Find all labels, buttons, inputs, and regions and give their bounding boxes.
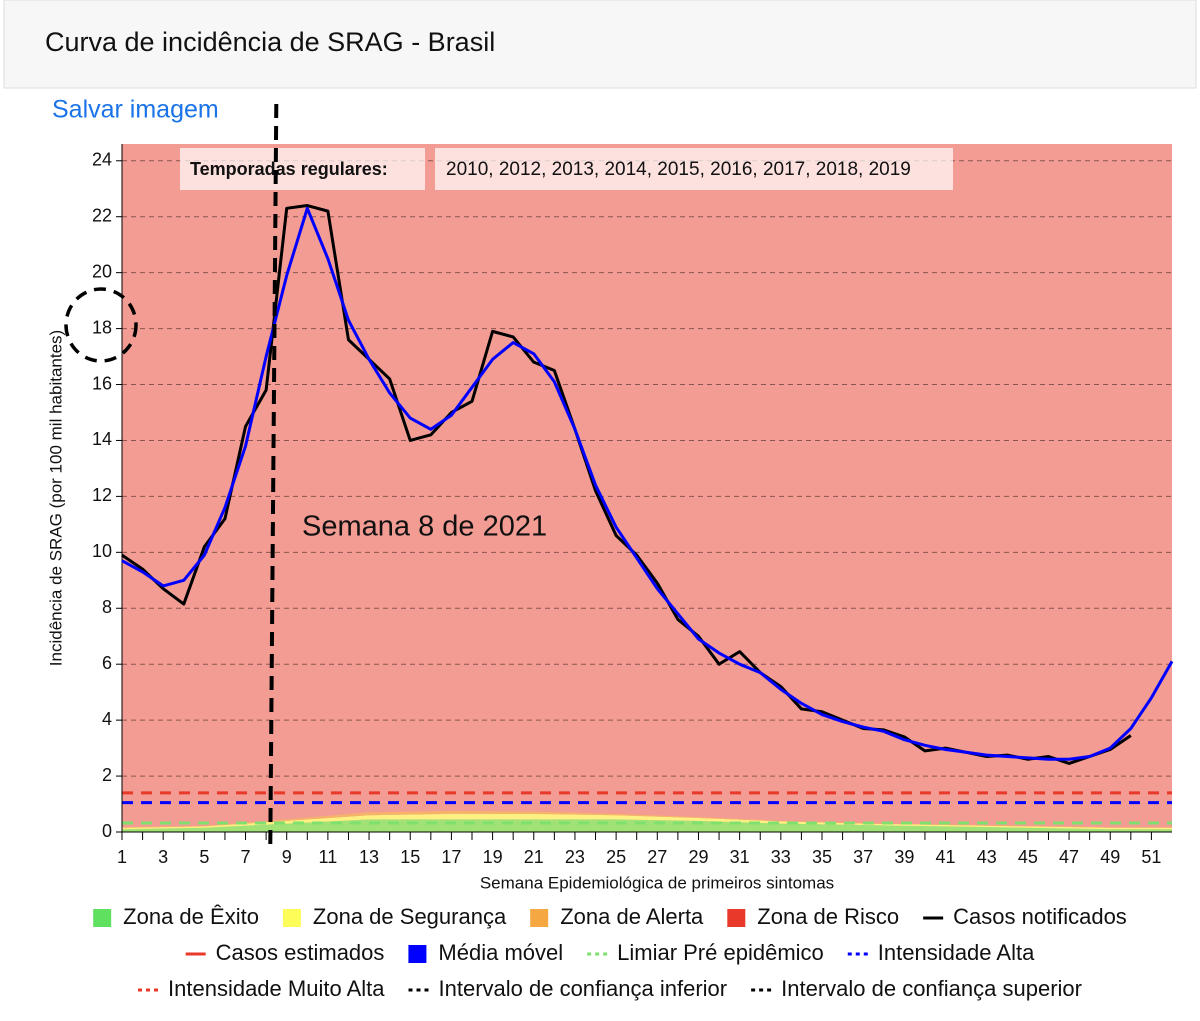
- legend-item: Zona de Êxito: [93, 904, 259, 929]
- x-tick-label: 19: [483, 847, 503, 867]
- x-axis-label: Semana Epidemiológica de primeiros sinto…: [480, 873, 834, 892]
- y-tick-label: 0: [102, 821, 112, 841]
- x-tick-label: 7: [241, 847, 251, 867]
- legend-label: Zona de Êxito: [123, 904, 259, 929]
- legend-row: Casos estimados Média móvel Limiar Pré epi…: [185, 940, 1035, 965]
- legend-item: Casos notificados: [923, 904, 1127, 929]
- legend-item: Média móvel: [408, 940, 563, 965]
- save-link[interactable]: Salvar imagem: [52, 96, 219, 124]
- legend-label: Zona de Risco: [757, 904, 899, 929]
- legend-swatch: [727, 909, 746, 927]
- y-tick-label: 22: [92, 205, 112, 225]
- x-tick-label: 5: [199, 847, 209, 867]
- x-tick-label: 3: [158, 847, 168, 867]
- x-tick-label: 27: [647, 847, 667, 867]
- y-axis-label: Incidência de SRAG (por 100 mil habitant…: [46, 330, 65, 666]
- legend-item: Casos estimados: [185, 940, 385, 965]
- legend-label: Intensidade Alta: [878, 940, 1035, 965]
- x-tick-label: 13: [359, 847, 379, 867]
- x-tick-label: 1: [117, 847, 127, 867]
- legend-label: Casos notificados: [953, 904, 1127, 929]
- x-tick-label: 15: [400, 847, 420, 867]
- x-tick-label: 39: [894, 847, 914, 867]
- legend-swatch: [408, 945, 427, 963]
- series-line: [121, 206, 1174, 761]
- y-tick-label: 2: [102, 765, 112, 785]
- seasons-label: Temporadas regulares:: [190, 159, 388, 179]
- y-tick-label: 16: [92, 373, 112, 393]
- y-tick-label: 24: [92, 150, 112, 170]
- y-tick-label: 6: [102, 653, 112, 673]
- x-tick-label: 37: [853, 847, 873, 867]
- y-tick-label: 20: [92, 261, 112, 281]
- legend-swatch: [93, 909, 112, 927]
- week-marker-line: [268, 103, 279, 846]
- x-tick-label: 9: [282, 847, 292, 867]
- x-tick-label: 11: [319, 847, 338, 867]
- x-tick-label: 21: [524, 847, 544, 867]
- legend-item: Intervalo de confiança superior: [751, 976, 1082, 1001]
- legend-item: Intensidade Alta: [847, 940, 1035, 965]
- y-tick-label: 14: [92, 429, 112, 449]
- x-tick-label: 25: [606, 847, 626, 867]
- legend-swatch: [282, 909, 301, 927]
- legend-label: Intervalo de confiança inferior: [439, 976, 728, 1001]
- legend-item: Intervalo de confiança inferior: [408, 976, 728, 1001]
- seasons-box: [435, 148, 953, 190]
- x-tick-label: 29: [688, 847, 708, 867]
- risk-zone: [122, 144, 1172, 832]
- x-tick-label: 23: [565, 847, 585, 867]
- zone-area: [122, 813, 1172, 830]
- x-tick-label: 51: [1141, 847, 1161, 867]
- legend-label: Intensidade Muito Alta: [168, 976, 385, 1001]
- highlight-circle: [64, 287, 138, 363]
- legend-item: Zona de Segurança: [282, 904, 507, 929]
- x-tick-label: 17: [441, 847, 461, 867]
- x-tick-label: 43: [977, 847, 997, 867]
- legend-item: Intensidade Muito Alta: [138, 976, 385, 1001]
- legend-swatch: [530, 909, 549, 927]
- week-annotation: Semana 8 de 2021: [302, 511, 547, 543]
- legend-item: Limiar Pré epidêmico: [587, 940, 824, 965]
- legend-label: Zona de Alerta: [560, 904, 704, 929]
- legend-item: Zona de Risco: [727, 904, 899, 929]
- zone-area: [122, 819, 1172, 832]
- legend-label: Casos estimados: [216, 940, 385, 965]
- y-tick-label: 8: [102, 597, 112, 617]
- x-tick-label: 33: [771, 847, 791, 867]
- x-tick-label: 35: [812, 847, 832, 867]
- y-tick-label: 4: [102, 709, 112, 729]
- legend-label: Zona de Segurança: [313, 904, 507, 929]
- x-tick-label: 49: [1100, 847, 1120, 867]
- y-tick-label: 12: [92, 485, 112, 505]
- y-tick-label: 10: [92, 541, 112, 561]
- legend-row: Zona de Êxito Zona de Segurança Zona de Al…: [93, 904, 1127, 929]
- x-tick-label: 41: [936, 847, 956, 867]
- x-tick-label: 45: [1018, 847, 1038, 867]
- seasons-text: 2010, 2012, 2013, 2014, 2015, 2016, 2017…: [446, 159, 911, 180]
- legend-label: Intervalo de confiança superior: [781, 976, 1082, 1001]
- y-tick-label: 18: [92, 317, 112, 337]
- legend-label: Média móvel: [438, 940, 563, 965]
- header-panel: [3, 0, 1197, 89]
- page-title: Curva de incidência de SRAG - Brasil: [45, 27, 495, 57]
- seasons-label-box: [180, 148, 425, 190]
- x-tick-label: 47: [1059, 847, 1079, 867]
- x-tick-label: 31: [730, 847, 750, 867]
- legend-item: Zona de Alerta: [530, 904, 704, 929]
- legend-label: Limiar Pré epidêmico: [617, 940, 824, 965]
- legend-row: Intensidade Muito Alta Intervalo de confi…: [138, 976, 1082, 1001]
